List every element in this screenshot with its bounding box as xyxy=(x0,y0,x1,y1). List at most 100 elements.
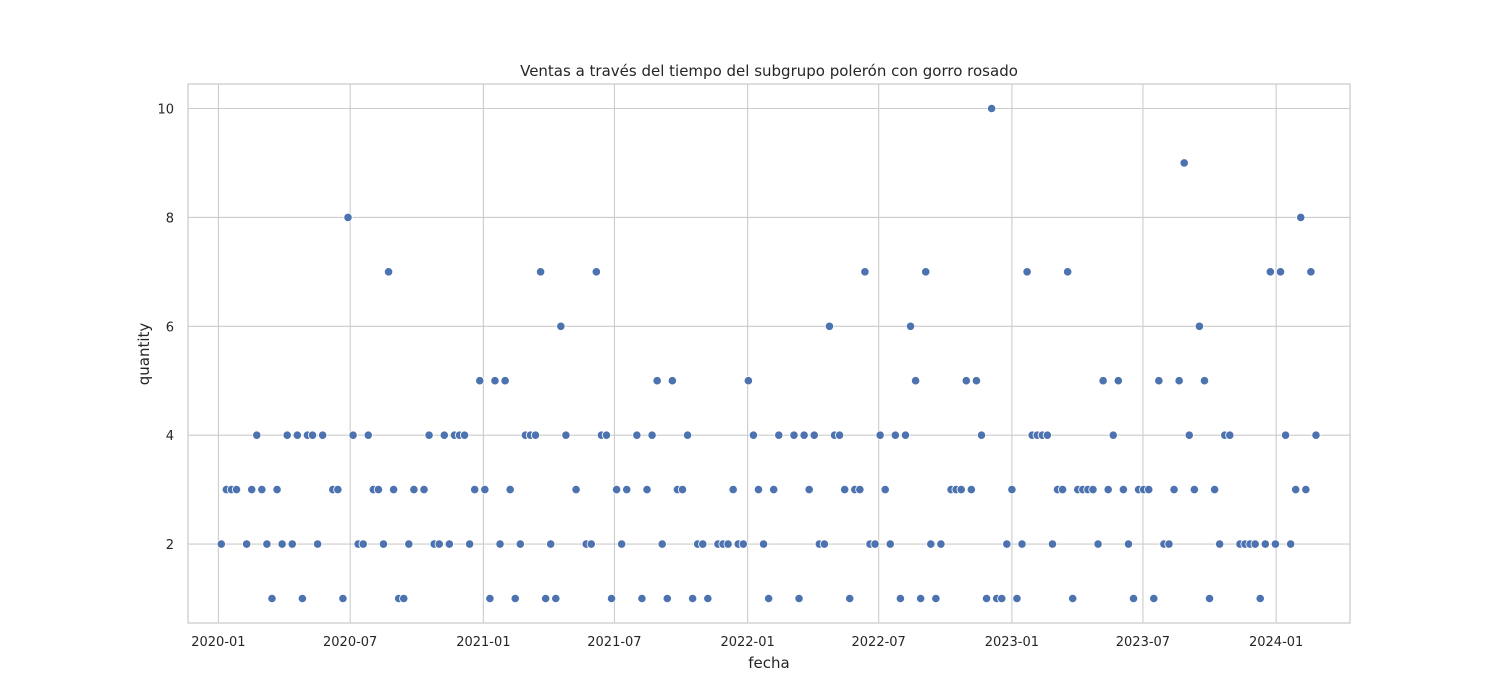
data-point xyxy=(297,593,307,604)
data-point xyxy=(753,485,764,495)
data-point xyxy=(662,593,672,604)
data-point xyxy=(723,539,733,549)
data-point xyxy=(571,485,581,495)
data-point xyxy=(541,593,551,604)
data-point xyxy=(556,321,566,331)
x-tick-label: 2020-07 xyxy=(323,635,377,650)
data-point xyxy=(682,430,693,440)
data-point xyxy=(997,593,1007,604)
data-point xyxy=(880,485,890,495)
x-tick-label: 2021-07 xyxy=(587,635,641,650)
data-point xyxy=(1103,485,1113,495)
data-point xyxy=(444,539,454,549)
data-point xyxy=(267,593,277,604)
data-point xyxy=(652,376,662,386)
data-point xyxy=(926,539,936,549)
data-point xyxy=(875,430,885,440)
data-point xyxy=(890,430,900,440)
data-point xyxy=(840,485,850,495)
data-point xyxy=(921,267,931,277)
data-point xyxy=(272,485,282,495)
data-point xyxy=(348,430,358,440)
data-point xyxy=(515,539,525,549)
data-point xyxy=(252,430,262,440)
data-point xyxy=(804,485,814,495)
data-point xyxy=(1225,430,1235,440)
data-point xyxy=(1265,267,1275,277)
data-point xyxy=(1068,593,1078,604)
data-point xyxy=(900,430,911,440)
data-point xyxy=(905,321,916,331)
data-point xyxy=(1063,267,1073,277)
data-point xyxy=(459,430,470,440)
data-point xyxy=(1128,593,1139,604)
data-point xyxy=(799,430,809,440)
x-tick-label: 2023-07 xyxy=(1116,635,1170,650)
data-point xyxy=(399,593,409,604)
data-point xyxy=(277,539,287,549)
data-point xyxy=(287,539,297,549)
data-point xyxy=(1113,376,1123,386)
data-point xyxy=(667,376,677,386)
x-tick-label: 2023-01 xyxy=(985,635,1039,650)
x-tick-label: 2024-01 xyxy=(1249,635,1303,650)
data-point xyxy=(1291,485,1301,495)
data-point xyxy=(343,212,353,222)
data-point xyxy=(1007,485,1017,495)
data-point xyxy=(475,376,485,386)
data-point xyxy=(424,430,434,440)
data-point xyxy=(606,593,617,604)
data-point xyxy=(1047,539,1058,549)
data-point xyxy=(632,430,642,440)
data-point xyxy=(1199,376,1210,386)
data-point xyxy=(363,430,373,440)
data-point xyxy=(1189,485,1199,495)
data-point xyxy=(657,539,667,549)
data-point xyxy=(591,267,601,277)
data-point xyxy=(1144,485,1154,495)
data-point xyxy=(1017,539,1027,549)
data-point xyxy=(1118,485,1128,495)
data-point xyxy=(1301,485,1311,495)
data-point xyxy=(698,539,708,549)
data-point xyxy=(1260,539,1270,549)
data-point xyxy=(647,430,657,440)
y-tick-label: 8 xyxy=(166,211,174,226)
data-point xyxy=(586,539,596,549)
data-point xyxy=(728,485,738,495)
data-point xyxy=(971,376,982,386)
data-point xyxy=(1311,430,1321,440)
data-point xyxy=(439,430,449,440)
y-tick-labels: 2 4 6 8 10 xyxy=(157,103,174,554)
data-point xyxy=(257,485,267,495)
data-point xyxy=(895,593,906,604)
data-point xyxy=(758,539,769,549)
data-point xyxy=(824,321,835,331)
data-point xyxy=(622,485,632,495)
data-point xyxy=(409,485,419,495)
y-tick-label: 4 xyxy=(166,429,174,444)
data-point xyxy=(911,376,921,386)
data-point xyxy=(1123,539,1134,549)
data-point xyxy=(485,593,495,604)
data-point xyxy=(373,485,384,495)
data-point xyxy=(307,430,318,440)
data-point xyxy=(936,539,946,549)
data-point xyxy=(703,593,713,604)
data-point xyxy=(1270,539,1281,549)
data-point xyxy=(551,593,561,604)
data-point xyxy=(1012,593,1022,604)
data-point xyxy=(546,539,556,549)
data-point xyxy=(809,430,819,440)
data-point xyxy=(617,539,627,549)
data-point xyxy=(1194,321,1205,331)
data-point xyxy=(855,485,865,495)
data-point xyxy=(510,593,520,604)
chart-title: Ventas a través del tiempo del subgrupo … xyxy=(520,62,1018,80)
x-gridlines xyxy=(217,84,1277,623)
x-tick-label: 2020-01 xyxy=(191,635,245,650)
data-point xyxy=(931,593,941,604)
data-point xyxy=(470,485,480,495)
data-point xyxy=(845,593,855,604)
